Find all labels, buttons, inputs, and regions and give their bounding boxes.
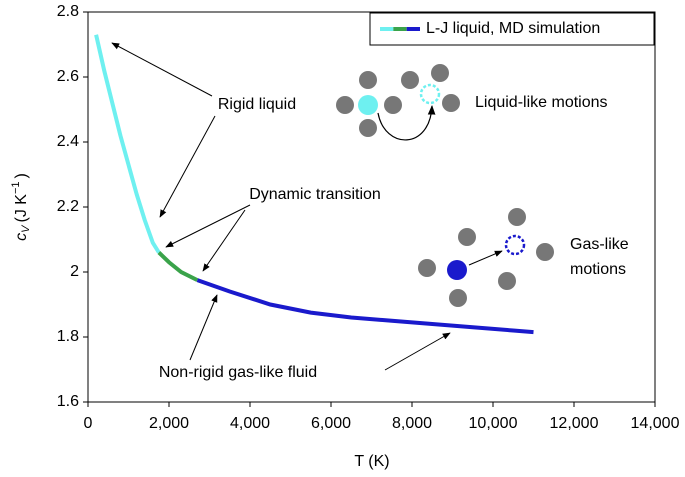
y-tick-label: 2.8 xyxy=(57,3,79,20)
x-tick-label: 0 xyxy=(84,415,93,432)
annotation: Non-rigid gas-like fluid xyxy=(159,364,317,381)
curve-segment xyxy=(157,251,199,282)
x-tick-label: 14,000 xyxy=(631,415,680,432)
annotation: motions xyxy=(570,261,626,278)
x-tick-label: 12,000 xyxy=(550,415,599,432)
y-tick-label: 2.6 xyxy=(57,68,79,85)
plot-frame xyxy=(87,11,656,403)
legend-label: L-J liquid, MD simulation xyxy=(426,20,600,37)
y-tick-label: 2.2 xyxy=(57,198,79,215)
gas-diagram xyxy=(418,208,554,307)
y-tick-label: 1.8 xyxy=(57,328,79,345)
y-tick-label: 2 xyxy=(70,263,79,280)
annotation: Gas-like xyxy=(570,236,629,253)
x-tick-label: 2,000 xyxy=(149,415,189,432)
curve-segment xyxy=(94,34,161,254)
x-tick-label: 10,000 xyxy=(469,415,518,432)
y-tick-label: 2.4 xyxy=(57,133,79,150)
liquid-diagram xyxy=(336,64,460,141)
x-axis-label: T (K) xyxy=(354,453,389,470)
annotation: Dynamic transition xyxy=(249,186,381,203)
annotation: Rigid liquid xyxy=(218,96,296,113)
y-tick-label: 1.6 xyxy=(57,393,79,410)
x-tick-label: 8,000 xyxy=(392,415,432,432)
curve-segment xyxy=(196,278,534,335)
annotation: Liquid-like motions xyxy=(475,94,608,111)
arrows xyxy=(111,42,503,371)
x-tick-label: 4,000 xyxy=(230,415,270,432)
x-tick-label: 6,000 xyxy=(311,415,351,432)
y-axis-label: cV(J K−1) xyxy=(10,173,32,241)
